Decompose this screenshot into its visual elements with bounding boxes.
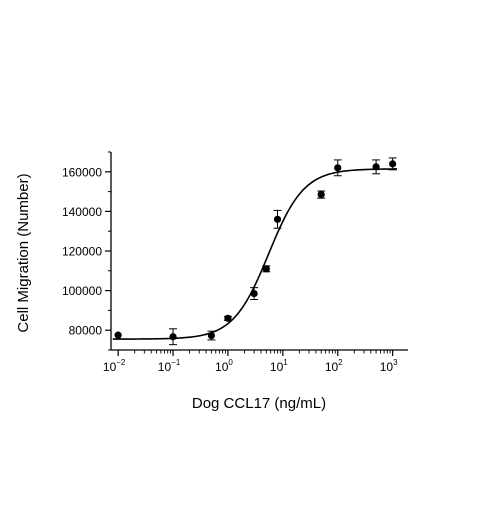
x-tick-label: 103	[380, 358, 398, 374]
x-tick-label: 102	[325, 358, 343, 374]
y-tick-label: 160000	[62, 165, 102, 179]
y-tick-label: 100000	[62, 284, 102, 298]
data-point	[250, 289, 258, 298]
data-point	[207, 331, 216, 340]
data-point	[114, 331, 122, 339]
fit-curve	[112, 168, 397, 340]
x-tick-label: 10−2	[103, 358, 126, 374]
y-tick-label: 140000	[62, 205, 102, 219]
x-tick-label: 10−1	[158, 358, 181, 374]
data-points-layer	[114, 157, 397, 346]
data-point	[389, 160, 397, 168]
x-tick-label: 101	[270, 358, 288, 374]
y-axis-title: Cell Migration (Number)	[15, 173, 32, 332]
data-point	[273, 215, 282, 223]
axes: 80000 100000 120000 140000 160000 10−2 10−1 100…	[62, 151, 408, 374]
data-point	[372, 163, 380, 171]
fit-curve-layer	[112, 168, 397, 340]
data-point	[169, 333, 177, 341]
x-tick-label: 100	[215, 358, 233, 374]
x-axis-title: Dog CCL17 (ng/mL)	[192, 395, 326, 412]
data-point	[262, 265, 270, 273]
data-point	[317, 190, 325, 199]
y-tick-label: 80000	[69, 324, 103, 338]
y-tick-label: 120000	[62, 245, 102, 259]
data-point	[334, 164, 342, 172]
data-point	[224, 314, 232, 322]
